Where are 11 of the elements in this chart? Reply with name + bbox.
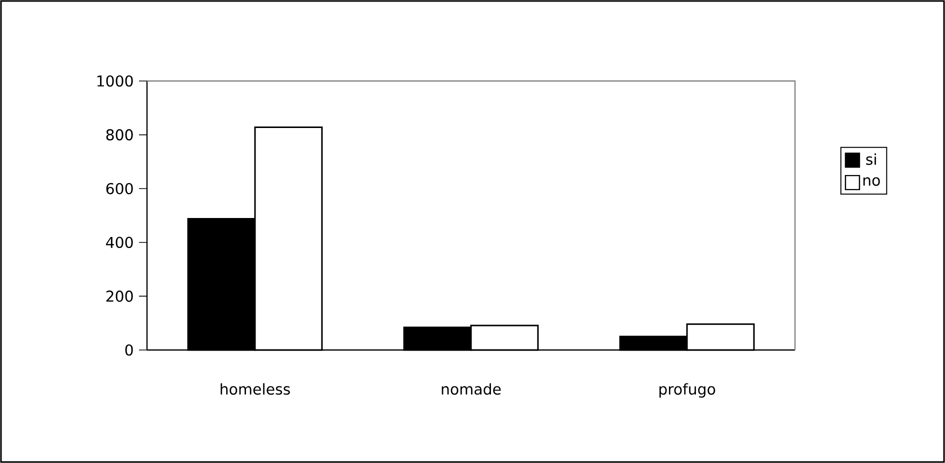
legend-label: no [863,177,880,186]
y-tick-label: 800 [106,129,133,140]
y-tick-label: 200 [106,290,133,302]
y-tick-label: 600 [106,182,133,194]
y-tick-label: 0 [125,344,133,356]
y-tick-label: 1000 [97,75,133,87]
x-tick-label: nomade [442,383,501,395]
y-tick-label: 400 [106,236,133,248]
x-tick-label: profugo [659,383,716,398]
x-tick-label: homeless [220,383,290,395]
legend-label: si [866,153,876,165]
